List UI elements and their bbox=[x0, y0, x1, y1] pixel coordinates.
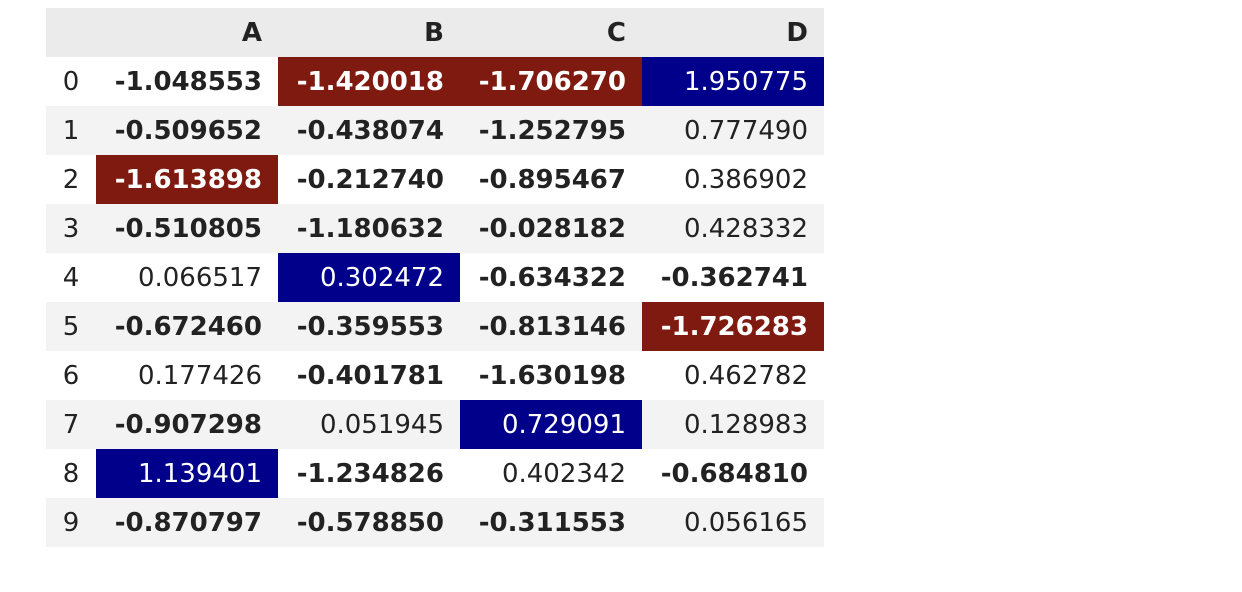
cell-a: -0.907298 bbox=[114, 409, 262, 440]
cell-c: 0.402342 bbox=[501, 458, 626, 489]
column-header-c: C bbox=[460, 8, 642, 57]
cell-d: 0.462782 bbox=[683, 360, 808, 391]
cell-d: -0.684810 bbox=[660, 458, 808, 489]
cell-c: 0.729091 bbox=[460, 400, 642, 449]
cell-a: -0.509652 bbox=[114, 115, 262, 146]
row-index-label: 8 bbox=[62, 458, 80, 489]
cell-b: -0.401781 bbox=[296, 360, 444, 391]
table-row: 5 -0.672460 -0.359553 -0.813146 -1.726283 bbox=[46, 302, 824, 351]
table-row: 6 0.177426 -0.401781 -1.630198 0.462782 bbox=[46, 351, 824, 400]
cell-a: -0.870797 bbox=[114, 507, 262, 538]
row-index-label: 5 bbox=[62, 311, 80, 342]
row-index-label: 7 bbox=[62, 409, 80, 440]
cell-d: 0.428332 bbox=[683, 213, 808, 244]
cell-c: -1.252795 bbox=[478, 115, 626, 146]
cell-d: 0.056165 bbox=[683, 507, 808, 538]
cell-a: -1.613898 bbox=[96, 155, 278, 204]
cell-d: 0.128983 bbox=[683, 409, 808, 440]
table-row: 4 0.066517 0.302472 -0.634322 -0.362741 bbox=[46, 253, 824, 302]
cell-c: -1.630198 bbox=[478, 360, 626, 391]
cell-b: -0.212740 bbox=[296, 164, 444, 195]
dataframe-table: A B C D 0 -1.048553 -1.420018 -1.706270 1.95… bbox=[46, 8, 824, 547]
cell-b: 0.051945 bbox=[319, 409, 444, 440]
row-index-label: 2 bbox=[62, 164, 80, 195]
row-index-label: 9 bbox=[62, 507, 80, 538]
table-row: 0 -1.048553 -1.420018 -1.706270 1.950775 bbox=[46, 57, 824, 106]
row-index-label: 6 bbox=[62, 360, 80, 391]
cell-b: -0.578850 bbox=[296, 507, 444, 538]
cell-c: -1.706270 bbox=[460, 57, 642, 106]
cell-d: 1.950775 bbox=[642, 57, 824, 106]
cell-c: -0.813146 bbox=[478, 311, 626, 342]
cell-b: -1.420018 bbox=[278, 57, 460, 106]
row-index-label: 3 bbox=[62, 213, 80, 244]
cell-d: 0.386902 bbox=[683, 164, 808, 195]
column-header-a: A bbox=[96, 8, 278, 57]
table-header: A B C D bbox=[46, 8, 824, 57]
header-row: A B C D bbox=[46, 8, 824, 57]
table-row: 2 -1.613898 -0.212740 -0.895467 0.386902 bbox=[46, 155, 824, 204]
row-index-label: 1 bbox=[62, 115, 80, 146]
cell-b: -0.359553 bbox=[296, 311, 444, 342]
table-row: 9 -0.870797 -0.578850 -0.311553 0.056165 bbox=[46, 498, 824, 547]
cell-c: -0.028182 bbox=[478, 213, 626, 244]
row-index-label: 4 bbox=[62, 262, 80, 293]
table-body: 0 -1.048553 -1.420018 -1.706270 1.950775 1 -0.… bbox=[46, 57, 824, 547]
header-corner-cell bbox=[46, 8, 96, 57]
cell-b: -0.438074 bbox=[296, 115, 444, 146]
cell-a: -1.048553 bbox=[114, 66, 262, 97]
cell-d: 0.777490 bbox=[683, 115, 808, 146]
table-row: 3 -0.510805 -1.180632 -0.028182 0.428332 bbox=[46, 204, 824, 253]
row-index-label: 0 bbox=[62, 66, 80, 97]
column-header-b: B bbox=[278, 8, 460, 57]
cell-a: -0.672460 bbox=[114, 311, 262, 342]
cell-d: -1.726283 bbox=[642, 302, 824, 351]
cell-a: 0.066517 bbox=[137, 262, 262, 293]
cell-c: -0.895467 bbox=[478, 164, 626, 195]
table-row: 7 -0.907298 0.051945 0.729091 0.128983 bbox=[46, 400, 824, 449]
column-header-d: D bbox=[642, 8, 824, 57]
table-row: 1 -0.509652 -0.438074 -1.252795 0.777490 bbox=[46, 106, 824, 155]
cell-a: 1.139401 bbox=[96, 449, 278, 498]
cell-b: 0.302472 bbox=[278, 253, 460, 302]
cell-d: -0.362741 bbox=[660, 262, 808, 293]
cell-c: -0.634322 bbox=[478, 262, 626, 293]
cell-a: -0.510805 bbox=[114, 213, 262, 244]
cell-c: -0.311553 bbox=[478, 507, 626, 538]
table-row: 8 1.139401 -1.234826 0.402342 -0.684810 bbox=[46, 449, 824, 498]
cell-b: -1.234826 bbox=[296, 458, 444, 489]
cell-b: -1.180632 bbox=[296, 213, 444, 244]
cell-a: 0.177426 bbox=[137, 360, 262, 391]
